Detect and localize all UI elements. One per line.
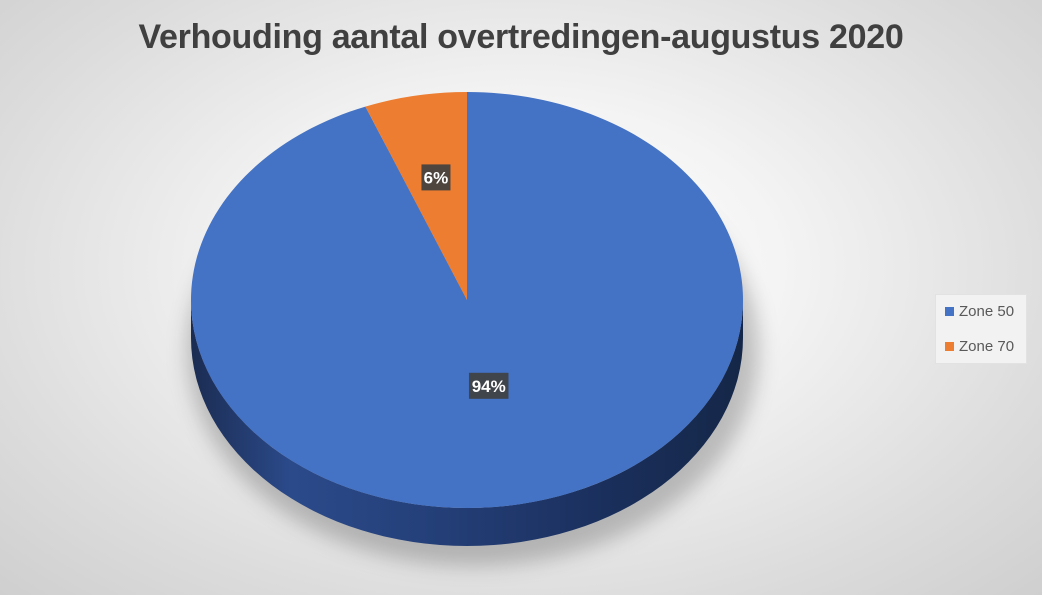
legend-swatch-zone-50 xyxy=(945,306,954,316)
data-label-text: 94% xyxy=(472,377,506,396)
data-label-box xyxy=(468,372,509,399)
data-label-zone-70: 6% xyxy=(421,164,451,191)
pie-slice-zone-70 xyxy=(365,92,467,300)
pie-side-wall xyxy=(191,300,743,546)
data-label-zone-50: 94% xyxy=(468,372,509,399)
legend-entry-zone-70: Zone 70 xyxy=(945,337,1026,355)
legend-entry-zone-50: Zone 50 xyxy=(945,302,1026,320)
legend: Zone 50 Zone 70 xyxy=(935,294,1027,364)
chart-title: Verhouding aantal overtredingen-augustus… xyxy=(138,18,904,56)
data-label-box xyxy=(421,164,451,191)
data-label-text: 6% xyxy=(424,168,449,187)
legend-label-zone-50: Zone 50 xyxy=(959,302,1015,320)
legend-swatch-zone-70 xyxy=(945,341,954,351)
legend-label-zone-70: Zone 70 xyxy=(959,337,1015,355)
